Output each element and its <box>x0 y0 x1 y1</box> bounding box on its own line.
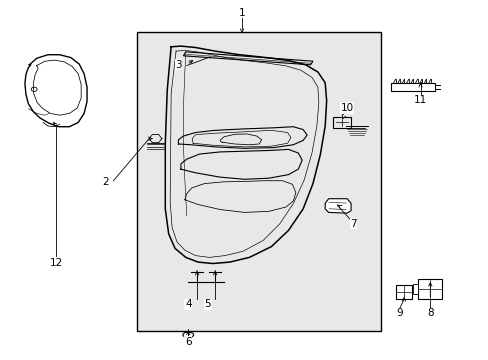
Text: 2: 2 <box>102 177 108 187</box>
Text: 10: 10 <box>340 103 353 113</box>
Text: 6: 6 <box>184 337 191 347</box>
Bar <box>417 279 441 299</box>
Text: 8: 8 <box>426 308 433 318</box>
Text: 4: 4 <box>184 299 191 309</box>
Text: 11: 11 <box>413 95 427 105</box>
Bar <box>333 117 350 128</box>
Bar <box>412 284 417 294</box>
Bar <box>137 32 381 331</box>
Bar <box>390 83 434 91</box>
Text: 7: 7 <box>349 219 356 229</box>
Text: 1: 1 <box>238 8 245 18</box>
Bar <box>395 285 411 299</box>
Text: 12: 12 <box>49 258 63 268</box>
Text: 5: 5 <box>204 299 211 309</box>
Text: 3: 3 <box>175 60 182 70</box>
Text: 9: 9 <box>396 308 403 318</box>
Polygon shape <box>325 199 350 213</box>
